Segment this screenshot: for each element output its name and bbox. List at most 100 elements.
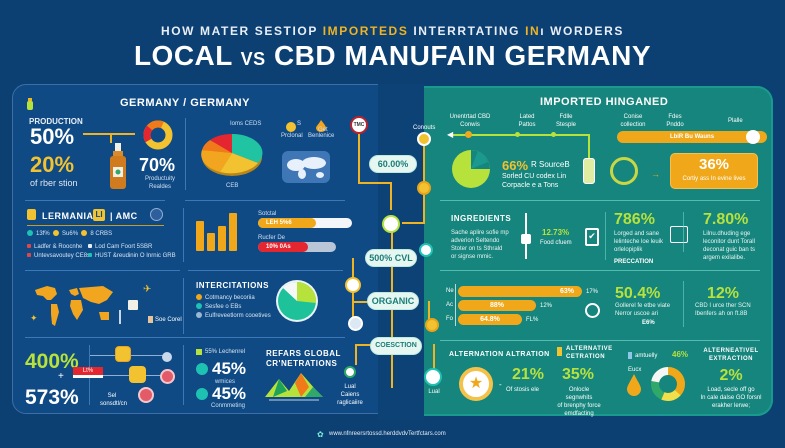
footer-url[interactable]: www.nfnreersrtossd.herddvdvTertfctars.co…: [329, 431, 446, 437]
stat-36-label: Cortiy ass In evine lives: [682, 176, 746, 182]
stat-12: 12%: [707, 285, 740, 302]
progress-bar-fill: LEH 5%6: [258, 218, 316, 228]
stat-36: 36%: [698, 156, 730, 173]
stat-desc: emdfacting: [564, 411, 594, 417]
star-badge: ★: [459, 367, 493, 401]
flow-value: 12.73%: [542, 228, 570, 237]
production-donut-chart: [142, 119, 174, 151]
hbar-side-value: FL%: [526, 317, 539, 323]
node-label-line: Lual: [428, 389, 440, 395]
density-donut-chart: [650, 366, 686, 402]
form-icon: [670, 226, 688, 243]
flow-pill-500[interactable]: 500% CVL: [365, 249, 417, 267]
lermanial-stat: 13f%: [36, 231, 50, 237]
hexagon-node-icon: [129, 366, 146, 383]
person-node-icon[interactable]: [417, 132, 431, 146]
timeline-line: [450, 134, 590, 136]
divider: [183, 208, 184, 262]
slider-knob[interactable]: [746, 130, 760, 144]
flow-line: [433, 344, 435, 374]
arrow-right-icon: →: [651, 169, 660, 179]
interactions-pie-chart: [275, 279, 319, 323]
yellow-bar-chart: [196, 211, 238, 251]
progress-label: Sotctal: [258, 211, 277, 217]
stat-desc: CBD I urce ther SCN: [695, 303, 751, 309]
flow-label: Food cfuem: [540, 240, 572, 246]
checklist-icon: ✔: [585, 228, 599, 246]
timeline-label: Fdlle Stesple: [555, 114, 576, 128]
coin-node-icon[interactable]: [417, 181, 431, 195]
divider: [183, 345, 184, 405]
stat-780: 7.80%: [703, 211, 749, 228]
interactions-title: INTERCITATIONS: [196, 281, 269, 290]
stat-35: 35%: [562, 366, 595, 383]
timeline-label: Lated Pattos: [518, 114, 536, 128]
bowl-node-icon[interactable]: [419, 243, 433, 257]
hemp-leaf-icon: [610, 157, 638, 185]
pie-bottom-label: CEB: [226, 183, 239, 189]
legend-item: Eulfreveetlorm cooetives: [205, 313, 271, 319]
flow-line: [358, 182, 390, 184]
stat-66-desc: Sorled CU codex Lin: [502, 173, 567, 180]
lermanial-suffix: | AMC: [110, 211, 138, 221]
divider: [183, 278, 184, 334]
hexagon-node-icon: [115, 346, 131, 362]
flow-pill-collection[interactable]: COESCTION: [370, 337, 422, 355]
bar: [196, 221, 204, 251]
plant-node-icon[interactable]: [424, 368, 442, 386]
bottle-small-icon: [26, 97, 34, 110]
globe-node-icon[interactable]: [348, 316, 363, 331]
alternation-title: ALTERNATION ALTRATION: [449, 351, 550, 358]
timeline-dot: [465, 131, 472, 138]
precaution-label: PRECCATION: [614, 259, 654, 265]
stat-573: 573%: [25, 386, 79, 409]
stat-desc: erakher lerwe;: [711, 403, 750, 409]
divider: [440, 340, 760, 341]
stat-desc: argem exilalibe.: [703, 255, 746, 261]
stat-desc: lelinteche loe leuik: [614, 239, 664, 245]
stat-400: 400%: [25, 350, 79, 373]
production-label: PRODUCTION: [29, 117, 83, 126]
stat-label: Conmmeting: [211, 403, 246, 409]
stat-desc: of brenphy force: [557, 403, 601, 409]
divider: [683, 212, 684, 252]
map-legend: Soe Corel: [155, 317, 182, 323]
flow-pill-60[interactable]: 60.00%: [369, 155, 417, 173]
timeline-label: Conise collection: [620, 114, 646, 128]
hbar: 64.8%: [458, 314, 522, 325]
stat-desc: Nerror uscoe ari: [615, 311, 659, 317]
oil-bottle-icon: [108, 143, 128, 190]
mortar-node-icon[interactable]: [345, 277, 361, 293]
drop-label: Eucx: [628, 367, 642, 373]
node-icon: [160, 369, 175, 384]
flame-icon: [316, 119, 326, 132]
hand-icon: [585, 303, 600, 318]
production-value: 50%: [30, 124, 75, 149]
tmc-node[interactable]: TMC: [350, 116, 368, 134]
divider: [25, 337, 345, 338]
local-node-label: raglicaiire: [337, 400, 363, 406]
cbd-pie-chart: [200, 128, 264, 178]
global-title: CR'NETRATIONS: [266, 359, 338, 368]
icon-item-sublabel: Benlenice: [308, 133, 335, 139]
star-icon: ★: [468, 375, 484, 392]
hbar-label: Ne: [446, 288, 454, 294]
leaf-node-icon[interactable]: [382, 215, 400, 233]
stat-66-desc: Corpacle e a Tons: [502, 182, 559, 189]
flow-line: [358, 133, 360, 183]
icon-item-sublabel: Prclonal: [281, 133, 303, 139]
stat-786: 786%: [614, 211, 655, 228]
legend-item: HUST &reudinin O Inrnic GRB: [95, 253, 176, 259]
flow-pill-organic[interactable]: ORGANIC: [367, 292, 419, 310]
alt-extraction-title: CETRATION: [566, 354, 606, 360]
leaf-icon: [196, 363, 208, 375]
stat-desc: Lorged and sane: [614, 231, 660, 237]
plus-sign: +: [58, 371, 64, 382]
divider: [27, 225, 164, 226]
pin-line: [119, 310, 121, 324]
basket-node-icon[interactable]: [425, 318, 439, 332]
lermanial-stat: Su6%: [62, 231, 79, 237]
density-label: amtuelly: [635, 353, 658, 359]
flow-line: [402, 222, 425, 224]
node-icon: [138, 387, 154, 403]
